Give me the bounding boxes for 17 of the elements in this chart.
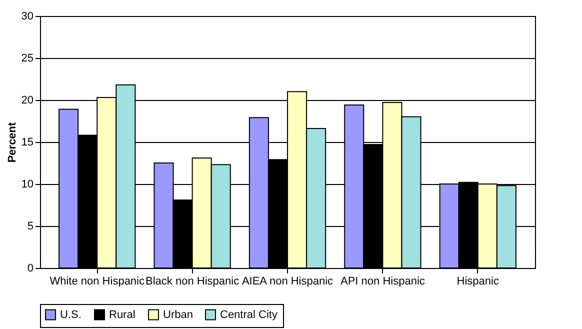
y-axis-title: Percent — [6, 122, 18, 163]
y-tick-label: 5 — [27, 220, 34, 232]
y-tick-label: 20 — [21, 94, 34, 106]
y-tick-label: 25 — [21, 52, 34, 64]
x-tick-label: Hispanic — [456, 276, 500, 288]
legend-label: Rural — [109, 308, 136, 321]
y-tick-label: 30 — [21, 10, 34, 22]
x-tick-label: API non Hispanic — [340, 276, 426, 288]
y-tick-label: 15 — [21, 136, 34, 148]
y-tick-label: 10 — [21, 178, 34, 190]
x-tick-label: AIEA non Hispanic — [242, 276, 334, 288]
legend-label: Urban — [163, 308, 193, 321]
legend-label: Central City — [220, 308, 278, 321]
x-tick-label: White non Hispanic — [50, 276, 145, 288]
legend-label: U.S. — [60, 308, 82, 321]
y-tick-label: 0 — [27, 262, 34, 274]
x-tick-label: Black non Hispanic — [146, 276, 240, 288]
